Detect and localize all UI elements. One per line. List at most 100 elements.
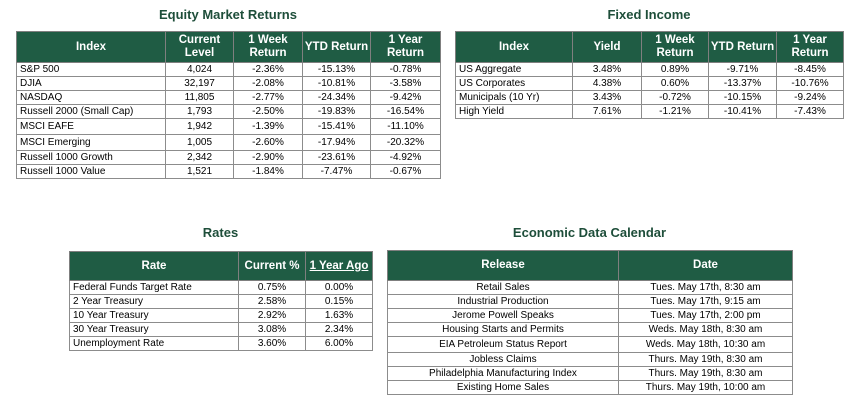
ytd-return-cell: -10.41% xyxy=(708,104,777,119)
col-current-percent: Current % xyxy=(238,251,306,281)
table-row: DJIA 32,197 -2.08% -10.81% -3.58% xyxy=(16,76,441,91)
year-return-cell: -3.58% xyxy=(370,76,441,91)
release-name-cell: Philadelphia Manufacturing Index xyxy=(387,366,619,381)
release-date-cell: Tues. May 17th, 9:15 am xyxy=(618,294,793,309)
table-row: Russell 2000 (Small Cap) 1,793 -2.50% -19.8… xyxy=(16,104,441,119)
table-row: 2 Year Treasury 2.58% 0.15% xyxy=(69,294,373,309)
week-return-cell: -1.39% xyxy=(233,118,303,135)
rate-name-cell: Unemployment Rate xyxy=(69,336,239,351)
yield-cell: 3.43% xyxy=(572,90,642,105)
ytd-return-cell: -23.61% xyxy=(302,150,371,165)
current-level-cell: 1,005 xyxy=(165,134,234,151)
ytd-return-cell: -9.71% xyxy=(708,62,777,77)
table-row: Federal Funds Target Rate 0.75% 0.00% xyxy=(69,280,373,295)
current-level-cell: 11,805 xyxy=(165,90,234,105)
current-level-cell: 4,024 xyxy=(165,62,234,77)
table-row: MSCI Emerging 1,005 -2.60% -17.94% -20.32% xyxy=(16,134,441,151)
fixed-income-table: Index Yield 1 Week Return YTD Return 1 Y… xyxy=(455,31,844,119)
index-name-cell: Russell 2000 (Small Cap) xyxy=(16,104,166,119)
table-row: 10 Year Treasury 2.92% 1.63% xyxy=(69,308,373,323)
year-return-cell: -9.42% xyxy=(370,90,441,105)
release-date-cell: Tues. May 17th, 8:30 am xyxy=(618,280,793,295)
col-1-year-ago-label: 1 Year Ago xyxy=(309,259,369,272)
index-name-cell: NASDAQ xyxy=(16,90,166,105)
col-yield: Yield xyxy=(572,31,642,63)
index-name-cell: Municipals (10 Yr) xyxy=(455,90,573,105)
current-level-cell: 1,942 xyxy=(165,118,234,135)
release-date-cell: Thurs. May 19th, 8:30 am xyxy=(618,352,793,367)
ytd-return-cell: -19.83% xyxy=(302,104,371,119)
col-1-week-return: 1 Week Return xyxy=(233,31,303,63)
economic-calendar-table: Release Date Retail Sales Tues. May 17th,… xyxy=(387,250,793,395)
table-row: NASDAQ 11,805 -2.77% -24.34% -9.42% xyxy=(16,90,441,105)
week-return-cell: -2.08% xyxy=(233,76,303,91)
table-row: Unemployment Rate 3.60% 6.00% xyxy=(69,336,373,351)
equity-title: Equity Market Returns xyxy=(159,7,297,22)
release-name-cell: Retail Sales xyxy=(387,280,619,295)
week-return-cell: -2.77% xyxy=(233,90,303,105)
current-rate-cell: 0.75% xyxy=(238,280,306,295)
release-name-cell: EIA Petroleum Status Report xyxy=(387,336,619,353)
fixed-income-title: Fixed Income xyxy=(607,7,691,22)
year-ago-cell: 6.00% xyxy=(305,336,373,351)
col-release: Release xyxy=(387,250,619,281)
col-index: Index xyxy=(455,31,573,63)
year-return-cell: -8.45% xyxy=(776,62,844,77)
current-rate-cell: 3.60% xyxy=(238,336,306,351)
current-level-cell: 1,521 xyxy=(165,164,234,179)
table-row: US Aggregate 3.48% 0.89% -9.71% -8.45% xyxy=(455,62,844,77)
release-name-cell: Jobless Claims xyxy=(387,352,619,367)
release-date-cell: Thurs. May 19th, 10:00 am xyxy=(618,380,793,395)
col-date: Date xyxy=(618,250,793,281)
release-name-cell: Housing Starts and Permits xyxy=(387,322,619,337)
rate-name-cell: Federal Funds Target Rate xyxy=(69,280,239,295)
col-ytd-return: YTD Return xyxy=(302,31,371,63)
table-row: Existing Home Sales Thurs. May 19th, 10:0… xyxy=(387,380,793,395)
col-index: Index xyxy=(16,31,166,63)
rates-table: Rate Current % 1 Year Ago Federal Funds … xyxy=(69,251,373,351)
year-ago-cell: 0.15% xyxy=(305,294,373,309)
index-name-cell: MSCI EAFE xyxy=(16,118,166,135)
release-date-cell: Thurs. May 19th, 8:30 am xyxy=(618,366,793,381)
week-return-cell: -2.60% xyxy=(233,134,303,151)
release-date-cell: Weds. May 18th, 8:30 am xyxy=(618,322,793,337)
release-date-cell: Tues. May 17th, 2:00 pm xyxy=(618,308,793,323)
table-row: Philadelphia Manufacturing Index Thurs. M… xyxy=(387,366,793,381)
release-name-cell: Jerome Powell Speaks xyxy=(387,308,619,323)
table-row: Retail Sales Tues. May 17th, 8:30 am xyxy=(387,280,793,295)
col-rate: Rate xyxy=(69,251,239,281)
current-level-cell: 32,197 xyxy=(165,76,234,91)
table-row: US Corporates 4.38% 0.60% -13.37% -10.76% xyxy=(455,76,844,91)
year-return-cell: -10.76% xyxy=(776,76,844,91)
year-ago-cell: 2.34% xyxy=(305,322,373,337)
current-rate-cell: 3.08% xyxy=(238,322,306,337)
table-row: Jerome Powell Speaks Tues. May 17th, 2:00… xyxy=(387,308,793,323)
release-name-cell: Industrial Production xyxy=(387,294,619,309)
year-return-cell: -4.92% xyxy=(370,150,441,165)
table-row: Housing Starts and Permits Weds. May 18th… xyxy=(387,322,793,337)
col-1-year-return: 1 Year Return xyxy=(370,31,441,63)
col-1-year-ago: 1 Year Ago xyxy=(305,251,373,281)
year-return-cell: -0.78% xyxy=(370,62,441,77)
col-1-year-return: 1 Year Return xyxy=(776,31,844,63)
ytd-return-cell: -10.81% xyxy=(302,76,371,91)
table-row: High Yield 7.61% -1.21% -10.41% -7.43% xyxy=(455,104,844,119)
year-return-cell: -0.67% xyxy=(370,164,441,179)
rate-name-cell: 2 Year Treasury xyxy=(69,294,239,309)
table-row: Industrial Production Tues. May 17th, 9:1… xyxy=(387,294,793,309)
index-name-cell: Russell 1000 Growth xyxy=(16,150,166,165)
week-return-cell: -2.90% xyxy=(233,150,303,165)
index-name-cell: US Corporates xyxy=(455,76,573,91)
yield-cell: 4.38% xyxy=(572,76,642,91)
year-return-cell: -20.32% xyxy=(370,134,441,151)
release-name-cell: Existing Home Sales xyxy=(387,380,619,395)
year-return-cell: -7.43% xyxy=(776,104,844,119)
table-row: EIA Petroleum Status Report Weds. May 18t… xyxy=(387,336,793,353)
table-row: Russell 1000 Growth 2,342 -2.90% -23.61% -4.… xyxy=(16,150,441,165)
index-name-cell: High Yield xyxy=(455,104,573,119)
economic-calendar-title: Economic Data Calendar xyxy=(512,225,667,240)
col-1-week-return: 1 Week Return xyxy=(641,31,709,63)
week-return-cell: -0.72% xyxy=(641,90,709,105)
week-return-cell: 0.89% xyxy=(641,62,709,77)
index-name-cell: Russell 1000 Value xyxy=(16,164,166,179)
